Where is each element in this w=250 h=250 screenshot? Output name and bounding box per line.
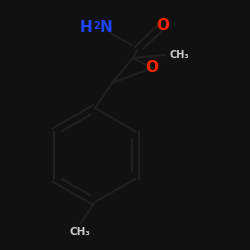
Text: CH₃: CH₃ [70,227,90,237]
Text: 2: 2 [93,21,100,31]
Text: CH₃: CH₃ [170,50,190,60]
Text: N: N [100,20,113,36]
Text: H: H [79,20,92,36]
Text: O: O [146,60,158,76]
Text: O: O [156,18,170,32]
